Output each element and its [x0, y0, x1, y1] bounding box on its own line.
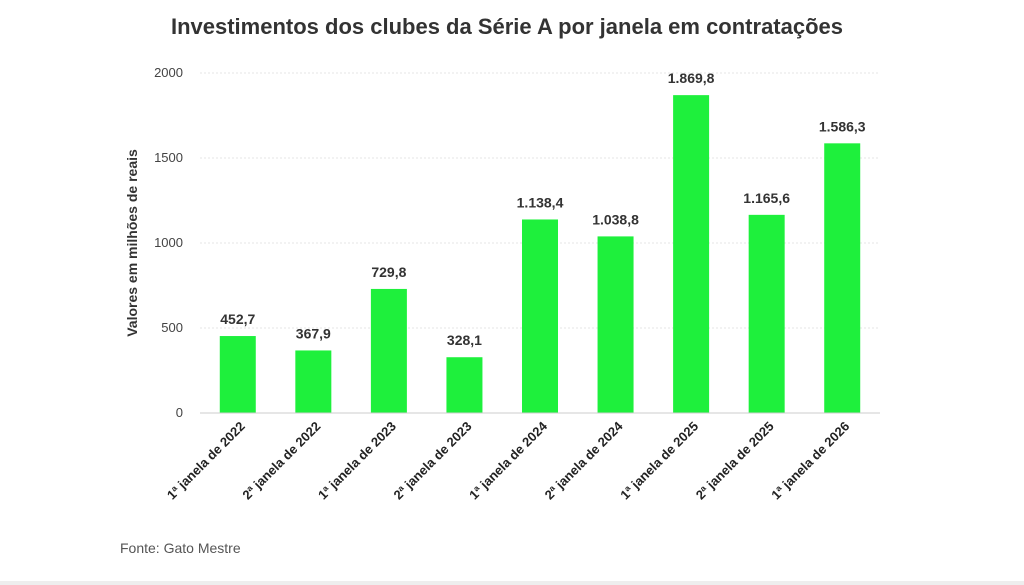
data-labels: 452,7 367,9 729,8 328,1 1.138,4 1.038,8 1.869,… — [220, 70, 866, 348]
x-tick-label: 1ª janela de 2023 — [315, 419, 399, 503]
x-tick-label: 2ª janela de 2025 — [693, 419, 777, 503]
x-tick-label: 1ª janela de 2025 — [617, 419, 701, 503]
bar — [219, 336, 256, 413]
x-tick-label: 2ª janela de 2023 — [391, 419, 475, 503]
y-tick-label: 0 — [176, 405, 183, 420]
data-label: 1.038,8 — [592, 211, 639, 227]
y-tick-label: 1000 — [154, 235, 183, 250]
x-tick-label: 2ª janela de 2022 — [239, 419, 323, 503]
bar — [597, 236, 634, 413]
data-label: 1.869,8 — [668, 70, 715, 86]
bar — [446, 357, 483, 413]
bar — [370, 288, 407, 413]
y-tick-label: 2000 — [154, 65, 183, 80]
data-label: 367,9 — [296, 325, 331, 341]
data-label: 452,7 — [220, 311, 255, 327]
x-tick-label: 1ª janela de 2026 — [768, 419, 852, 503]
data-label: 328,1 — [447, 332, 482, 348]
y-tick-label: 500 — [161, 320, 183, 335]
data-label: 1.586,3 — [819, 118, 866, 134]
bar — [748, 214, 785, 413]
x-tick-label: 1ª janela de 2022 — [164, 419, 248, 503]
data-label: 1.138,4 — [517, 194, 564, 210]
bar — [295, 350, 332, 413]
source-note: Fonte: Gato Mestre — [120, 540, 241, 556]
bottom-divider — [0, 581, 1024, 585]
bars — [219, 95, 861, 414]
data-label: 729,8 — [371, 264, 406, 280]
bar — [824, 143, 861, 414]
data-label: 1.165,6 — [743, 190, 790, 206]
y-axis-title: Valores em milhões de reais — [124, 149, 140, 337]
x-tick-label: 2ª janela de 2024 — [542, 418, 627, 503]
bar — [522, 219, 558, 413]
chart-title: Investimentos dos clubes da Série A por … — [170, 14, 844, 39]
x-tick-label: 1ª janela de 2024 — [466, 418, 551, 503]
bar — [673, 95, 710, 413]
y-axis-ticks: 0 500 1000 1500 2000 — [154, 65, 183, 420]
y-tick-label: 1500 — [154, 150, 183, 165]
